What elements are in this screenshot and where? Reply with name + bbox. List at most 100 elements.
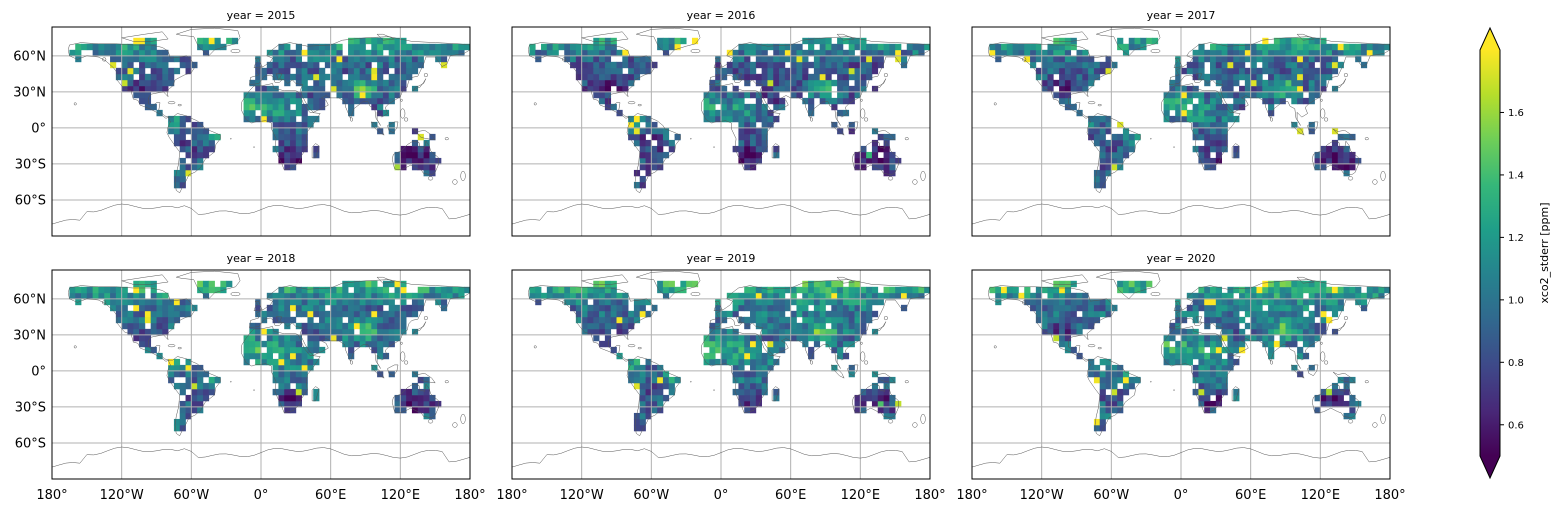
data-cell bbox=[348, 346, 355, 354]
data-cell bbox=[616, 85, 623, 93]
data-cell bbox=[535, 286, 542, 294]
data-cell bbox=[1198, 358, 1205, 366]
island-outline bbox=[1320, 351, 1326, 362]
data-cell bbox=[278, 400, 285, 408]
data-cell bbox=[1279, 280, 1286, 288]
data-cell bbox=[1297, 316, 1304, 324]
data-cell bbox=[202, 388, 210, 396]
data-cell bbox=[179, 181, 186, 189]
data-cell bbox=[871, 292, 879, 300]
data-cell bbox=[313, 298, 320, 306]
lon-tick-label: 0° bbox=[254, 488, 269, 503]
data-cell bbox=[400, 43, 407, 51]
data-cell bbox=[127, 328, 134, 336]
data-cell bbox=[417, 163, 424, 171]
data-cell bbox=[278, 370, 285, 378]
data-cell bbox=[1268, 286, 1275, 294]
data-cell bbox=[1064, 310, 1072, 318]
coastline bbox=[771, 143, 780, 159]
data-cell bbox=[1122, 376, 1130, 384]
data-cell bbox=[738, 364, 745, 372]
data-cell bbox=[319, 346, 326, 354]
data-cell bbox=[411, 67, 419, 75]
data-cell bbox=[307, 364, 314, 372]
data-cell bbox=[139, 91, 146, 99]
data-cell bbox=[278, 151, 285, 159]
data-cell bbox=[1053, 280, 1060, 288]
coastline bbox=[1086, 113, 1141, 194]
data-cell bbox=[790, 286, 797, 294]
data-cell bbox=[604, 286, 612, 294]
data-cell bbox=[301, 127, 308, 135]
data-cell bbox=[604, 340, 612, 348]
data-cell bbox=[750, 91, 757, 99]
data-cell bbox=[284, 145, 291, 153]
data-cell bbox=[417, 151, 424, 159]
data-cell bbox=[1297, 85, 1304, 93]
data-cell bbox=[348, 304, 355, 312]
data-cell bbox=[1035, 310, 1043, 318]
data-cell bbox=[197, 43, 204, 51]
data-cell bbox=[423, 388, 430, 396]
data-cell bbox=[755, 292, 762, 300]
data-cell bbox=[831, 340, 838, 348]
data-cell bbox=[871, 298, 879, 306]
island-outline bbox=[400, 351, 406, 362]
data-cell bbox=[715, 304, 722, 312]
data-cell bbox=[587, 43, 594, 51]
data-cell bbox=[1064, 298, 1072, 306]
coastline bbox=[1173, 57, 1183, 69]
data-cell bbox=[417, 157, 424, 165]
data-cell bbox=[1314, 55, 1321, 63]
lon-tick-label: 180° bbox=[454, 488, 485, 503]
data-cell bbox=[779, 298, 786, 306]
colorbar-tick-label: 1.4 bbox=[1508, 170, 1524, 181]
data-cell bbox=[831, 43, 838, 51]
data-cell bbox=[371, 43, 378, 51]
data-cell bbox=[755, 49, 762, 57]
data-cell bbox=[1053, 67, 1060, 75]
data-cell bbox=[871, 49, 879, 57]
data-cell bbox=[837, 127, 844, 135]
data-cell bbox=[284, 394, 291, 402]
data-cell bbox=[593, 328, 600, 336]
data-cell bbox=[842, 91, 850, 99]
data-cell bbox=[185, 169, 192, 177]
island-outline bbox=[230, 137, 232, 140]
data-cell bbox=[1169, 358, 1176, 366]
data-cell bbox=[587, 310, 594, 318]
data-cell bbox=[1041, 322, 1048, 330]
data-cell bbox=[848, 67, 855, 75]
data-cell bbox=[301, 79, 308, 87]
data-cell bbox=[1093, 310, 1101, 318]
data-cell bbox=[668, 43, 675, 51]
data-cell bbox=[1175, 304, 1182, 312]
lon-tick-label: 120°W bbox=[560, 488, 604, 503]
data-cell bbox=[458, 43, 465, 51]
data-cell bbox=[278, 139, 285, 147]
coastline bbox=[1231, 143, 1240, 159]
data-cell bbox=[651, 406, 658, 414]
data-cell bbox=[639, 175, 646, 183]
data-cell bbox=[1302, 280, 1310, 288]
data-cell bbox=[1099, 163, 1106, 171]
data-cell bbox=[295, 109, 302, 117]
data-cell bbox=[191, 151, 198, 159]
data-cell bbox=[272, 376, 279, 384]
island-outline bbox=[1087, 101, 1096, 105]
data-cell bbox=[382, 43, 390, 51]
data-cell bbox=[1198, 61, 1205, 69]
data-cell bbox=[278, 292, 285, 300]
data-cell bbox=[1198, 340, 1205, 348]
data-cell bbox=[1064, 55, 1072, 63]
data-cell bbox=[1215, 43, 1222, 51]
data-cell bbox=[1076, 67, 1083, 75]
data-cell bbox=[1337, 43, 1344, 51]
data-cell bbox=[1273, 280, 1281, 288]
data-cell bbox=[429, 49, 436, 57]
data-cell bbox=[365, 298, 372, 306]
data-cell bbox=[150, 346, 157, 354]
data-cell bbox=[1093, 61, 1101, 69]
data-cell bbox=[191, 61, 198, 69]
data-cell bbox=[779, 49, 786, 57]
